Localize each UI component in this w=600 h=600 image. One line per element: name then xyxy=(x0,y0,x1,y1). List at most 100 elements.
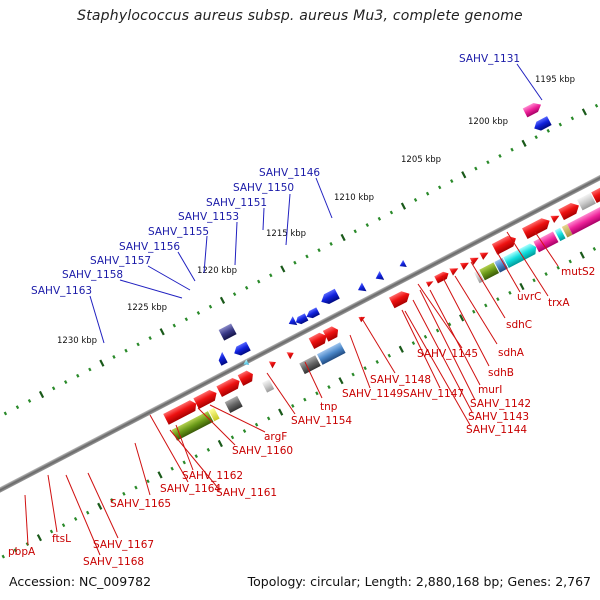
tick-minor xyxy=(148,336,152,341)
map-title: Staphylococcus aureus subsp. aureus Mu3,… xyxy=(77,8,523,24)
gene-label-sahv-1131: SAHV_1131 xyxy=(459,53,520,65)
gene-reverse-d xyxy=(357,282,367,292)
gene-pbpA xyxy=(171,411,214,441)
gene-reverse-j xyxy=(234,341,251,356)
tick-minor xyxy=(136,342,140,347)
tick-major xyxy=(340,233,346,242)
tick-major xyxy=(217,439,223,448)
tick-major xyxy=(519,282,525,291)
reverse-strand-genes xyxy=(218,102,552,393)
tick-minor xyxy=(230,435,235,440)
gene-uvrC xyxy=(567,200,600,235)
gene-label-sahv-1154: SAHV_1154 xyxy=(291,415,352,427)
leader-line xyxy=(412,299,473,413)
leader-line xyxy=(496,251,521,293)
tick-minor xyxy=(182,460,186,465)
gene-sahv-1163 xyxy=(218,323,237,341)
tick-minor xyxy=(244,285,249,290)
leader-line xyxy=(534,231,559,267)
gene-label-sahv-1157: SAHV_1157 xyxy=(90,255,151,267)
leader-line xyxy=(65,474,101,556)
tick-minor xyxy=(76,373,80,378)
tick-major xyxy=(219,296,226,304)
gene-label-sahv-1161: SAHV_1161 xyxy=(216,487,277,499)
leader-line xyxy=(262,207,265,231)
kbp-label: 1220 kbp xyxy=(197,266,237,276)
tick-minor xyxy=(269,273,273,278)
genome-backbone xyxy=(0,130,600,523)
top-gene-label-text: SAHV_1131 SAHV_1146 SAHV_1150 SAHV_1151 … xyxy=(31,53,520,297)
tick-minor xyxy=(498,154,502,158)
tick-minor xyxy=(594,103,599,108)
tick-minor xyxy=(534,135,538,140)
tick-minor xyxy=(329,241,333,246)
tick-minor xyxy=(532,278,536,283)
leader-line xyxy=(441,275,490,367)
tick-minor xyxy=(1,554,5,559)
gene-red-r1 xyxy=(591,185,600,204)
gene-sahv-1142 xyxy=(503,243,537,268)
gene-red-r2 xyxy=(558,202,579,221)
gene-reverse-k xyxy=(243,359,250,365)
leader-line xyxy=(234,221,238,266)
forward-strand-genes xyxy=(163,185,600,441)
tick-minor xyxy=(110,498,114,503)
gene-label-sahv-1155: SAHV_1155 xyxy=(148,226,209,238)
tick-minor xyxy=(51,386,56,391)
gene-sdhA xyxy=(533,231,559,253)
gene-label-sdhB: sdhB xyxy=(488,367,514,379)
tick-major xyxy=(461,171,467,179)
tick-minor xyxy=(592,246,597,251)
leader-line xyxy=(516,63,543,101)
tick-minor xyxy=(266,416,271,421)
genome-track-group xyxy=(0,102,600,559)
tick-major xyxy=(581,108,587,116)
gene-label-sahv-1148: SAHV_1148 xyxy=(370,374,431,386)
tick-minor xyxy=(389,210,394,215)
tick-minor xyxy=(387,353,392,358)
top-gene-labels xyxy=(89,63,543,344)
tick-minor xyxy=(472,309,476,314)
gene-label-sahv-1153: SAHV_1153 xyxy=(178,211,239,223)
gene-label-sahv-1167: SAHV_1167 xyxy=(93,539,154,551)
kbp-label: 1210 kbp xyxy=(334,193,374,203)
gene-label-sahv-1143: SAHV_1143 xyxy=(468,411,529,423)
tick-minor xyxy=(544,272,548,276)
tick-major xyxy=(521,139,527,147)
leader-line xyxy=(304,361,323,399)
gene-label-sahv-1146: SAHV_1146 xyxy=(259,167,320,179)
tick-minor xyxy=(413,198,418,202)
gene-red-r3 xyxy=(550,215,560,223)
tick-minor xyxy=(293,260,297,265)
gene-label-sahv-1142: SAHV_1142 xyxy=(470,398,531,410)
leader-line xyxy=(285,193,291,246)
leader-line xyxy=(87,472,119,539)
tick-minor xyxy=(257,279,261,284)
tick-major xyxy=(159,328,165,336)
gene-red-l1 xyxy=(322,326,339,342)
tick-minor xyxy=(317,248,321,253)
gene-label-sahv-1165: SAHV_1165 xyxy=(110,498,171,510)
gene-label-sahv-1151: SAHV_1151 xyxy=(206,197,267,209)
gene-sahv-1165 xyxy=(237,370,253,386)
tick-minor xyxy=(508,290,512,295)
tick-minor xyxy=(425,191,430,196)
tick-major xyxy=(338,377,344,385)
gene-label-trxA: trxA xyxy=(548,297,570,309)
gene-sahv-1164 xyxy=(261,379,275,393)
gene-label-sahv-1164: SAHV_1164 xyxy=(160,483,221,495)
gene-red-m5 xyxy=(449,268,459,276)
gene-tnp xyxy=(388,291,410,309)
tick-minor xyxy=(206,447,211,452)
tick-minor xyxy=(194,454,198,459)
tick-major xyxy=(280,265,286,273)
tick-major xyxy=(36,534,42,542)
tick-minor xyxy=(568,259,572,264)
tick-minor xyxy=(232,292,237,297)
gene-label-sdhA: sdhA xyxy=(498,347,525,359)
tick-minor xyxy=(196,311,201,315)
tick-minor xyxy=(351,372,355,377)
genome-summary: Topology: circular; Length: 2,880,168 bp… xyxy=(247,574,591,589)
gene-mutS2 xyxy=(577,192,596,211)
